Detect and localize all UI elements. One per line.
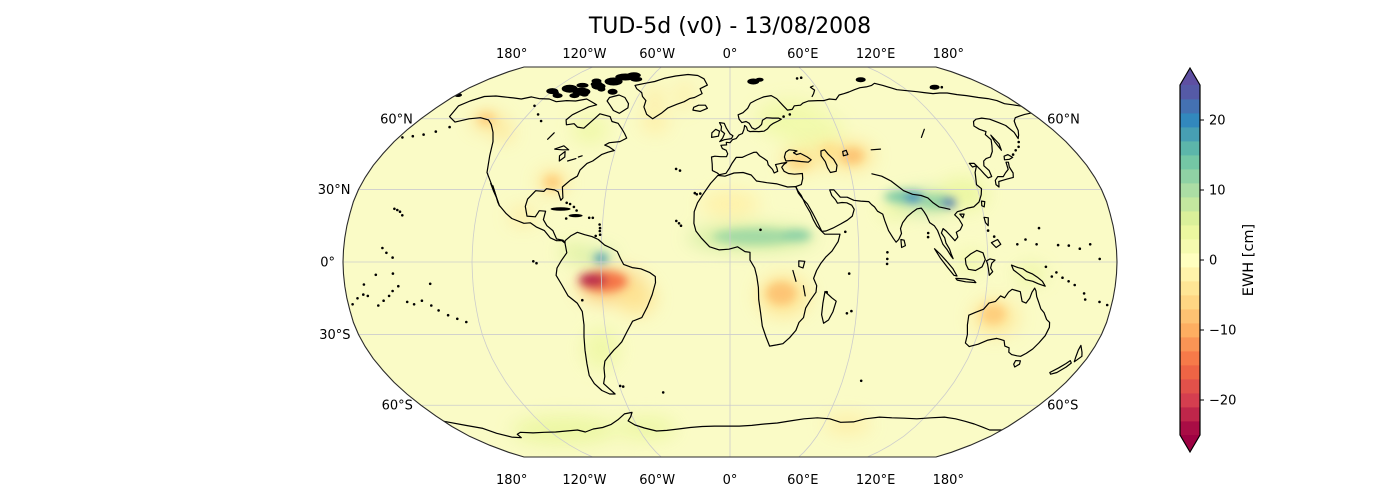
colorbar-band — [1180, 99, 1200, 114]
axis-labels: 180° 180° 120°W 120°W 60°W 60°W 0° 0° 60°E 60°E 12… — [318, 47, 1080, 488]
lon-tick-top-6: 180° — [933, 47, 964, 62]
colorbar-band — [1180, 323, 1200, 338]
colorbar-band — [1180, 407, 1200, 422]
map-title: TUD-5d (v0) - 13/08/2008 — [588, 14, 871, 39]
colorbar-band — [1180, 295, 1200, 310]
lon-tick-top-3: 0° — [723, 47, 738, 62]
colorbar-tick-label-4: −20 — [1209, 394, 1236, 409]
anomaly-blob — [560, 243, 587, 262]
colorbar-label: EWH [cm] — [1241, 224, 1257, 296]
anomaly-blob — [823, 415, 871, 434]
lon-tick-top-4: 60°E — [787, 47, 818, 62]
lon-tick-top-5: 120°E — [856, 47, 896, 62]
coastlines — [443, 73, 1083, 439]
lon-tick-bottom-5: 120°E — [856, 473, 896, 488]
lon-tick-bottom-1: 120°W — [562, 473, 606, 488]
lon-tick-bottom-0: 180° — [496, 473, 527, 488]
colorbar-tick-label-0: 20 — [1209, 114, 1226, 129]
anomaly-blob — [572, 116, 608, 144]
colorbar-band — [1180, 365, 1200, 380]
colorbar-band — [1180, 253, 1200, 268]
colorbar-band — [1180, 141, 1200, 156]
colorbar-band — [1180, 337, 1200, 352]
map-outline — [342, 66, 1118, 458]
anomaly-blob — [544, 175, 561, 190]
colorbar-tick-label-1: 10 — [1209, 184, 1226, 199]
colorbar-band — [1180, 281, 1200, 296]
colorbar-band — [1180, 211, 1200, 226]
graticule — [343, 66, 1117, 458]
lon-tick-top-1: 120°W — [562, 47, 606, 62]
colorbar-band — [1180, 127, 1200, 142]
lon-tick-bottom-3: 0° — [723, 473, 738, 488]
lat-tick-left-2: 0° — [320, 256, 335, 271]
anomaly-blob — [494, 123, 513, 142]
lat-tick-right-1: 60°S — [1047, 399, 1078, 414]
colorbar-arrow-bottom — [1180, 435, 1200, 452]
colorbar-band — [1180, 393, 1200, 408]
anomaly-blob — [578, 273, 607, 287]
lon-tick-bottom-4: 60°E — [787, 473, 818, 488]
colorbar-outline — [1179, 66, 1201, 454]
anomaly-blob — [980, 303, 1006, 325]
lat-tick-right-0: 60°N — [1047, 112, 1080, 127]
anomaly-blob — [582, 328, 620, 370]
anomaly-blob — [820, 144, 840, 158]
lat-tick-left-0: 60°N — [380, 112, 413, 127]
colorbar-tick-label-3: −10 — [1209, 324, 1236, 339]
colorbar-band — [1180, 267, 1200, 282]
anomaly-blob — [617, 282, 656, 315]
world-map — [342, 66, 1118, 458]
lon-tick-bottom-2: 60°W — [639, 473, 675, 488]
colorbar-band — [1180, 197, 1200, 212]
lon-tick-top-0: 180° — [496, 47, 527, 62]
lat-tick-left-3: 30°S — [319, 328, 350, 343]
colorbar-band — [1180, 183, 1200, 198]
anomaly-blob — [678, 81, 691, 110]
colorbar: 20 10 0 −10 −20 EWH [cm] — [1179, 66, 1257, 454]
colorbar-band — [1180, 421, 1200, 436]
anomaly-blob — [781, 229, 812, 242]
anomaly-blob — [778, 111, 844, 149]
lat-tick-left-1: 30°N — [318, 183, 351, 198]
colorbar-band — [1180, 225, 1200, 240]
anomaly-layer — [471, 81, 1046, 445]
lon-tick-top-2: 60°W — [639, 47, 675, 62]
colorbar-arrow-top — [1180, 68, 1200, 85]
lat-tick-left-4: 60°S — [382, 399, 413, 414]
anomaly-blob — [648, 85, 662, 114]
colorbar-band — [1180, 239, 1200, 254]
colorbar-band — [1180, 155, 1200, 170]
colorbar-band — [1180, 351, 1200, 366]
colorbar-band — [1180, 113, 1200, 128]
lon-tick-bottom-6: 180° — [933, 473, 964, 488]
anomaly-blob — [766, 281, 797, 305]
anomaly-blob — [511, 416, 617, 445]
colorbar-band — [1180, 379, 1200, 394]
anomaly-blob — [941, 197, 957, 208]
colorbar-band — [1180, 309, 1200, 324]
island-dots — [351, 72, 1109, 394]
colorbar-band — [1180, 85, 1200, 100]
anomaly-blob — [712, 228, 799, 245]
colorbar-tick-label-2: 0 — [1209, 254, 1217, 269]
colorbar-band — [1180, 169, 1200, 184]
